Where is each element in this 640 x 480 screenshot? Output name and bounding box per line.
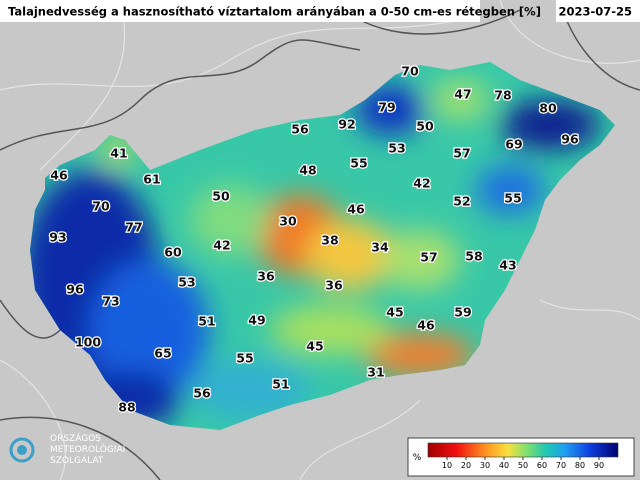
value-label: 41 bbox=[110, 146, 127, 161]
value-label: 57 bbox=[420, 250, 437, 265]
value-label: 52 bbox=[453, 194, 470, 209]
logo-text: SZOLGÁLAT bbox=[50, 454, 104, 466]
value-label: 45 bbox=[306, 339, 323, 354]
value-label: 36 bbox=[257, 269, 275, 284]
value-label: 30 bbox=[279, 214, 297, 229]
value-label: 59 bbox=[454, 305, 471, 320]
logo-mark bbox=[9, 437, 35, 463]
title-box bbox=[0, 0, 480, 22]
logo-text: METEOROLÓGIAI bbox=[50, 443, 125, 455]
value-label: 49 bbox=[248, 313, 265, 328]
legend-unit: % bbox=[413, 453, 422, 463]
value-label: 80 bbox=[539, 101, 557, 116]
value-label: 78 bbox=[494, 88, 511, 103]
legend-tick-label: 80 bbox=[575, 461, 585, 470]
value-label: 38 bbox=[321, 233, 338, 248]
legend: % 10 20 30 40 50 60 70 80 90 bbox=[407, 437, 635, 477]
value-label: 51 bbox=[198, 314, 215, 329]
value-label: 70 bbox=[92, 199, 110, 214]
value-label: 42 bbox=[213, 238, 230, 253]
value-label: 56 bbox=[193, 386, 211, 401]
value-label: 36 bbox=[325, 278, 343, 293]
value-label: 70 bbox=[401, 64, 419, 79]
legend-tick-label: 70 bbox=[556, 461, 566, 470]
value-label: 88 bbox=[118, 400, 135, 415]
value-label: 69 bbox=[505, 137, 522, 152]
value-label: 58 bbox=[465, 249, 482, 264]
value-label: 31 bbox=[367, 365, 384, 380]
value-label: 93 bbox=[49, 230, 66, 245]
value-label: 43 bbox=[499, 258, 516, 273]
value-label: 45 bbox=[386, 305, 403, 320]
value-label: 46 bbox=[347, 202, 365, 217]
value-label: 50 bbox=[212, 189, 230, 204]
value-label: 34 bbox=[371, 240, 389, 255]
value-label: 79 bbox=[378, 100, 395, 115]
value-label: 55 bbox=[350, 156, 367, 171]
legend-tick-label: 20 bbox=[461, 461, 471, 470]
legend-tick-label: 60 bbox=[537, 461, 547, 470]
value-label: 53 bbox=[178, 275, 195, 290]
value-label: 55 bbox=[504, 191, 521, 206]
value-label: 55 bbox=[236, 351, 253, 366]
legend-tick-label: 10 bbox=[442, 461, 452, 470]
value-labels: 70 47 78 80 96 79 92 50 56 55 53 57 69 41 46 61 48 42 70 50… bbox=[48, 62, 580, 416]
color-bar bbox=[427, 442, 619, 458]
logo: ORSZÁGOS METEOROLÓGIAI SZOLGÁLAT bbox=[9, 432, 125, 466]
value-label: 92 bbox=[338, 117, 355, 132]
value-label: 57 bbox=[453, 146, 470, 161]
date-box bbox=[556, 0, 640, 22]
legend-tick-label: 90 bbox=[594, 461, 604, 470]
logo-mark bbox=[17, 445, 27, 455]
value-label: 96 bbox=[66, 282, 84, 297]
value-label: 46 bbox=[50, 168, 68, 183]
value-label: 56 bbox=[291, 122, 309, 137]
legend-tick-label: 40 bbox=[499, 461, 509, 470]
value-label: 46 bbox=[417, 318, 435, 333]
legend-tick-label: 50 bbox=[518, 461, 528, 470]
map-title: Talajnedvesség a hasznosítható víztartal… bbox=[8, 5, 541, 19]
value-label: 77 bbox=[125, 220, 142, 235]
value-label: 51 bbox=[272, 377, 289, 392]
value-label: 60 bbox=[164, 245, 182, 260]
value-label: 73 bbox=[102, 294, 119, 309]
map-date: 2023-07-25 bbox=[558, 5, 632, 19]
value-label: 50 bbox=[416, 119, 434, 134]
legend-tick-label: 30 bbox=[480, 461, 490, 470]
value-label: 42 bbox=[413, 176, 430, 191]
value-label: 61 bbox=[143, 172, 160, 187]
value-label: 96 bbox=[561, 132, 579, 147]
value-label: 53 bbox=[388, 141, 405, 156]
value-label: 48 bbox=[299, 163, 316, 178]
value-label: 47 bbox=[454, 87, 471, 102]
logo-text: ORSZÁGOS bbox=[50, 432, 101, 444]
value-label: 65 bbox=[154, 346, 171, 361]
value-label: 100 bbox=[75, 335, 101, 350]
